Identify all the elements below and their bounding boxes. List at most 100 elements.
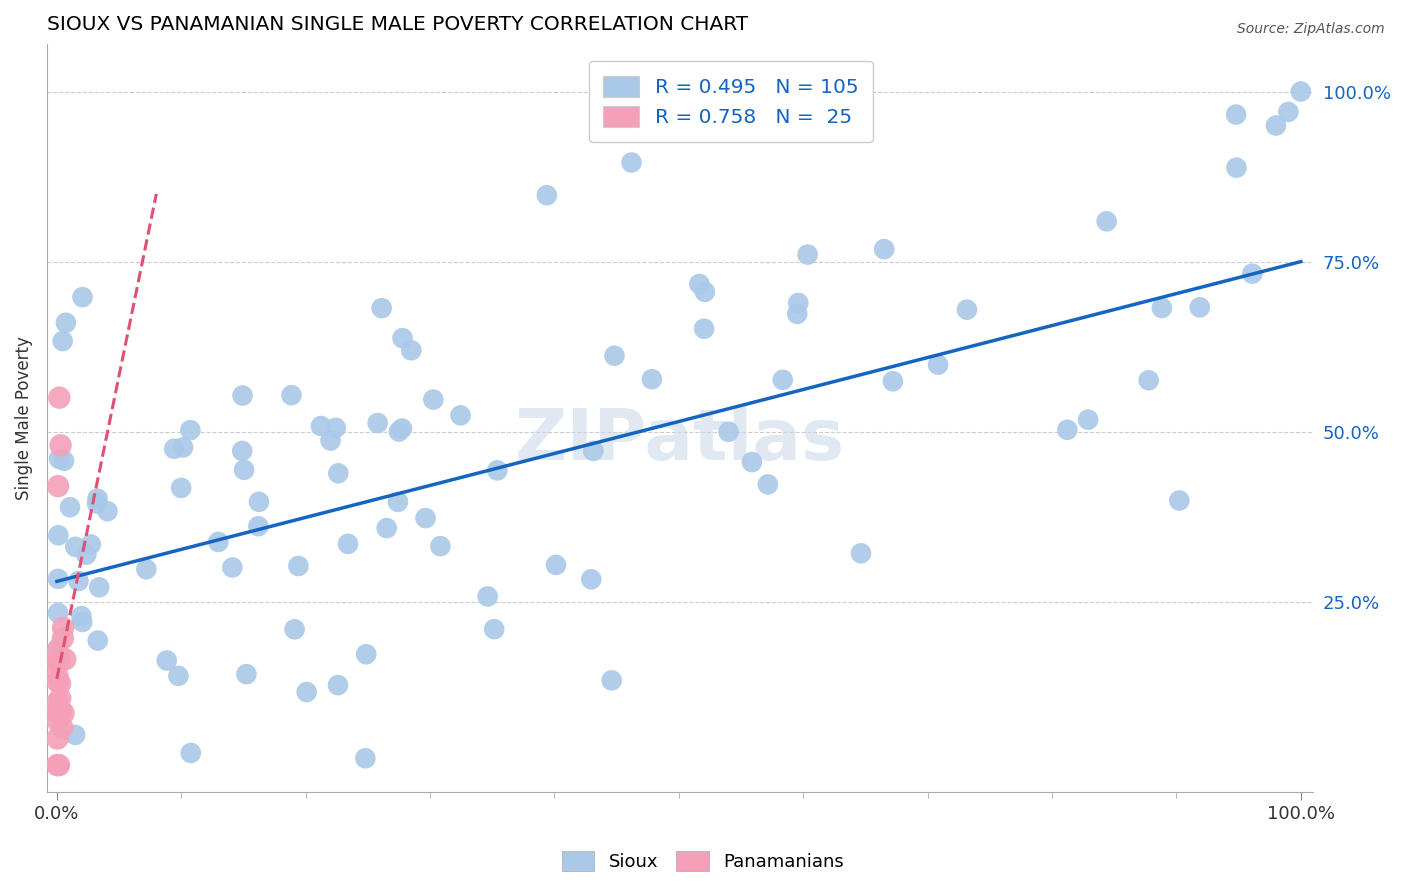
Point	[309, 419, 332, 434]
Point	[46, 668, 69, 682]
Point	[235, 667, 257, 681]
Point	[52, 632, 75, 646]
Point	[1265, 119, 1288, 133]
Point	[581, 572, 603, 586]
Point	[46, 644, 69, 658]
Point	[52, 706, 75, 721]
Point	[67, 574, 90, 588]
Point	[207, 535, 229, 549]
Point	[46, 714, 69, 728]
Point	[287, 558, 309, 573]
Point	[53, 454, 76, 468]
Point	[231, 443, 253, 458]
Point	[46, 657, 69, 671]
Point	[52, 334, 75, 348]
Point	[319, 434, 342, 448]
Point	[53, 652, 76, 666]
Point	[46, 606, 69, 620]
Point	[52, 621, 75, 635]
Point	[70, 609, 93, 624]
Point	[180, 746, 202, 760]
Point	[80, 537, 103, 551]
Point	[693, 285, 716, 299]
Point	[163, 442, 186, 456]
Point	[232, 388, 254, 402]
Point	[59, 500, 82, 515]
Point	[46, 758, 69, 772]
Point	[135, 562, 157, 576]
Point	[170, 481, 193, 495]
Point	[486, 463, 509, 477]
Point	[63, 728, 86, 742]
Point	[167, 669, 190, 683]
Point	[796, 247, 818, 261]
Point	[156, 653, 179, 667]
Point	[328, 467, 350, 481]
Point	[1137, 373, 1160, 387]
Point	[284, 622, 307, 636]
Point	[429, 539, 451, 553]
Point	[48, 653, 70, 667]
Point	[280, 388, 302, 402]
Point	[179, 423, 201, 437]
Point	[221, 560, 243, 574]
Point	[49, 691, 72, 706]
Point	[1289, 85, 1312, 99]
Text: SIOUX VS PANAMANIAN SINGLE MALE POVERTY CORRELATION CHART: SIOUX VS PANAMANIAN SINGLE MALE POVERTY …	[46, 15, 748, 34]
Point	[401, 343, 423, 358]
Point	[247, 519, 270, 533]
Point	[86, 491, 108, 506]
Point	[48, 528, 70, 542]
Point	[849, 546, 872, 560]
Point	[46, 705, 69, 719]
Point	[882, 374, 904, 388]
Point	[49, 676, 72, 690]
Point	[482, 622, 505, 636]
Point	[927, 358, 949, 372]
Point	[620, 155, 643, 169]
Point	[772, 373, 794, 387]
Point	[422, 392, 444, 407]
Point	[48, 758, 70, 772]
Point	[370, 301, 392, 315]
Point	[48, 391, 70, 405]
Point	[388, 425, 411, 439]
Point	[46, 695, 69, 709]
Point	[49, 438, 72, 452]
Point	[741, 455, 763, 469]
Point	[46, 640, 69, 655]
Point	[787, 296, 810, 310]
Point	[72, 615, 94, 629]
Point	[582, 444, 605, 458]
Point	[641, 372, 664, 386]
Point	[46, 572, 69, 586]
Point	[391, 331, 413, 345]
Point	[367, 416, 389, 430]
Point	[325, 421, 347, 435]
Point	[87, 633, 110, 648]
Point	[172, 441, 194, 455]
Point	[72, 290, 94, 304]
Point	[1095, 214, 1118, 228]
Legend: Sioux, Panamanians: Sioux, Panamanians	[555, 844, 851, 879]
Point	[46, 758, 69, 772]
Point	[46, 704, 69, 718]
Point	[1168, 493, 1191, 508]
Point	[544, 558, 567, 572]
Point	[295, 685, 318, 699]
Point	[1150, 301, 1173, 315]
Point	[55, 316, 77, 330]
Point	[956, 302, 979, 317]
Point	[89, 580, 111, 594]
Point	[536, 188, 558, 202]
Text: ZIPatlas: ZIPatlas	[515, 406, 845, 475]
Point	[354, 751, 377, 765]
Point	[1077, 412, 1099, 426]
Point	[49, 703, 72, 717]
Point	[96, 504, 118, 518]
Point	[387, 495, 409, 509]
Point	[65, 540, 87, 554]
Point	[354, 647, 377, 661]
Point	[450, 409, 472, 423]
Y-axis label: Single Male Poverty: Single Male Poverty	[15, 336, 32, 500]
